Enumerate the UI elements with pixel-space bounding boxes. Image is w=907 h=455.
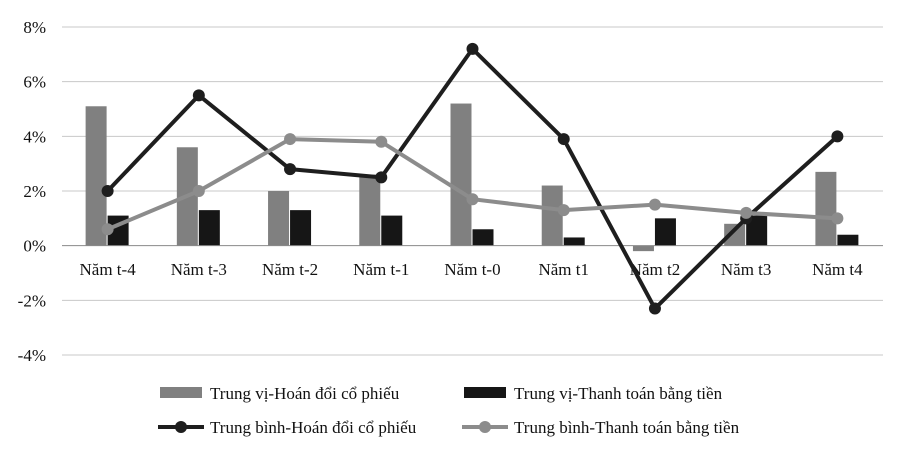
legend-marker-mean-cash — [479, 421, 491, 433]
y-axis-tick-labels: 8% 6% 4% 2% 0% -2% -4% — [18, 18, 46, 365]
point-mean-stock-swap — [466, 42, 479, 55]
legend-label-mean-cash: Trung bình-Thanh toán bằng tiền — [514, 418, 740, 437]
bar-median-cash — [563, 237, 585, 246]
series-lines — [101, 42, 844, 315]
legend-label-mean-stock-swap: Trung bình-Hoán đổi cổ phiếu — [210, 418, 417, 437]
legend: Trung vị-Hoán đổi cổ phiếu Trung vị-Thanh… — [158, 384, 740, 437]
point-mean-cash — [375, 135, 388, 148]
bar-median-stock-swap — [815, 171, 837, 246]
point-mean-cash — [466, 193, 479, 206]
bar-median-stock-swap — [359, 174, 381, 246]
x-tick-label: Năm t-2 — [262, 260, 318, 279]
legend-swatch-median-cash — [464, 387, 506, 398]
point-mean-stock-swap — [557, 133, 570, 146]
bar-median-stock-swap — [632, 245, 654, 252]
x-tick-label: Năm t-1 — [353, 260, 409, 279]
point-mean-stock-swap — [192, 89, 205, 102]
x-tick-label: Năm t1 — [538, 260, 589, 279]
legend-label-median-cash: Trung vị-Thanh toán bằng tiền — [514, 384, 723, 403]
bar-median-cash — [290, 210, 312, 246]
legend-label-median-stock-swap: Trung vị-Hoán đổi cổ phiếu — [210, 384, 400, 403]
bar-median-stock-swap — [450, 103, 472, 246]
point-mean-cash — [740, 206, 753, 219]
bar-median-stock-swap — [268, 191, 290, 246]
x-tick-label: Năm t-0 — [444, 260, 500, 279]
x-tick-label: Năm t2 — [630, 260, 681, 279]
y-tick-label: -4% — [18, 346, 46, 365]
x-tick-label: Năm t3 — [721, 260, 772, 279]
bar-median-stock-swap — [85, 106, 107, 246]
bar-median-cash — [654, 218, 676, 246]
bar-median-cash — [381, 215, 403, 246]
point-mean-cash — [557, 204, 570, 217]
bar-median-stock-swap — [541, 185, 563, 246]
point-mean-cash — [648, 198, 661, 211]
bar-median-cash — [472, 229, 494, 246]
legend-marker-mean-stock-swap — [175, 421, 187, 433]
x-tick-label: Năm t-3 — [171, 260, 227, 279]
point-mean-stock-swap — [375, 171, 388, 184]
x-tick-label: Năm t-4 — [80, 260, 137, 279]
bar-median-cash — [837, 234, 859, 246]
y-tick-label: 0% — [23, 237, 46, 256]
y-tick-label: 8% — [23, 18, 46, 37]
point-mean-cash — [831, 212, 844, 225]
point-mean-stock-swap — [284, 163, 297, 176]
legend-swatch-median-stock-swap — [160, 387, 202, 398]
point-mean-cash — [192, 185, 205, 197]
x-tick-label: Năm t4 — [812, 260, 863, 279]
point-mean-cash — [284, 133, 297, 146]
bar-median-cash — [746, 215, 768, 246]
x-axis-tick-labels: Năm t-4 Năm t-3 Năm t-2 Năm t-1 Năm t-0 Năm t… — [80, 260, 864, 279]
bar-median-cash — [198, 210, 220, 246]
y-tick-label: 6% — [23, 73, 46, 92]
y-tick-label: 2% — [23, 182, 46, 201]
y-tick-label: -2% — [18, 291, 46, 310]
bars — [85, 103, 859, 252]
bar-median-stock-swap — [724, 223, 746, 246]
y-tick-label: 4% — [23, 127, 46, 146]
point-mean-stock-swap — [648, 302, 661, 315]
point-mean-stock-swap — [831, 130, 844, 143]
point-mean-stock-swap — [101, 185, 114, 197]
point-mean-cash — [101, 223, 114, 236]
